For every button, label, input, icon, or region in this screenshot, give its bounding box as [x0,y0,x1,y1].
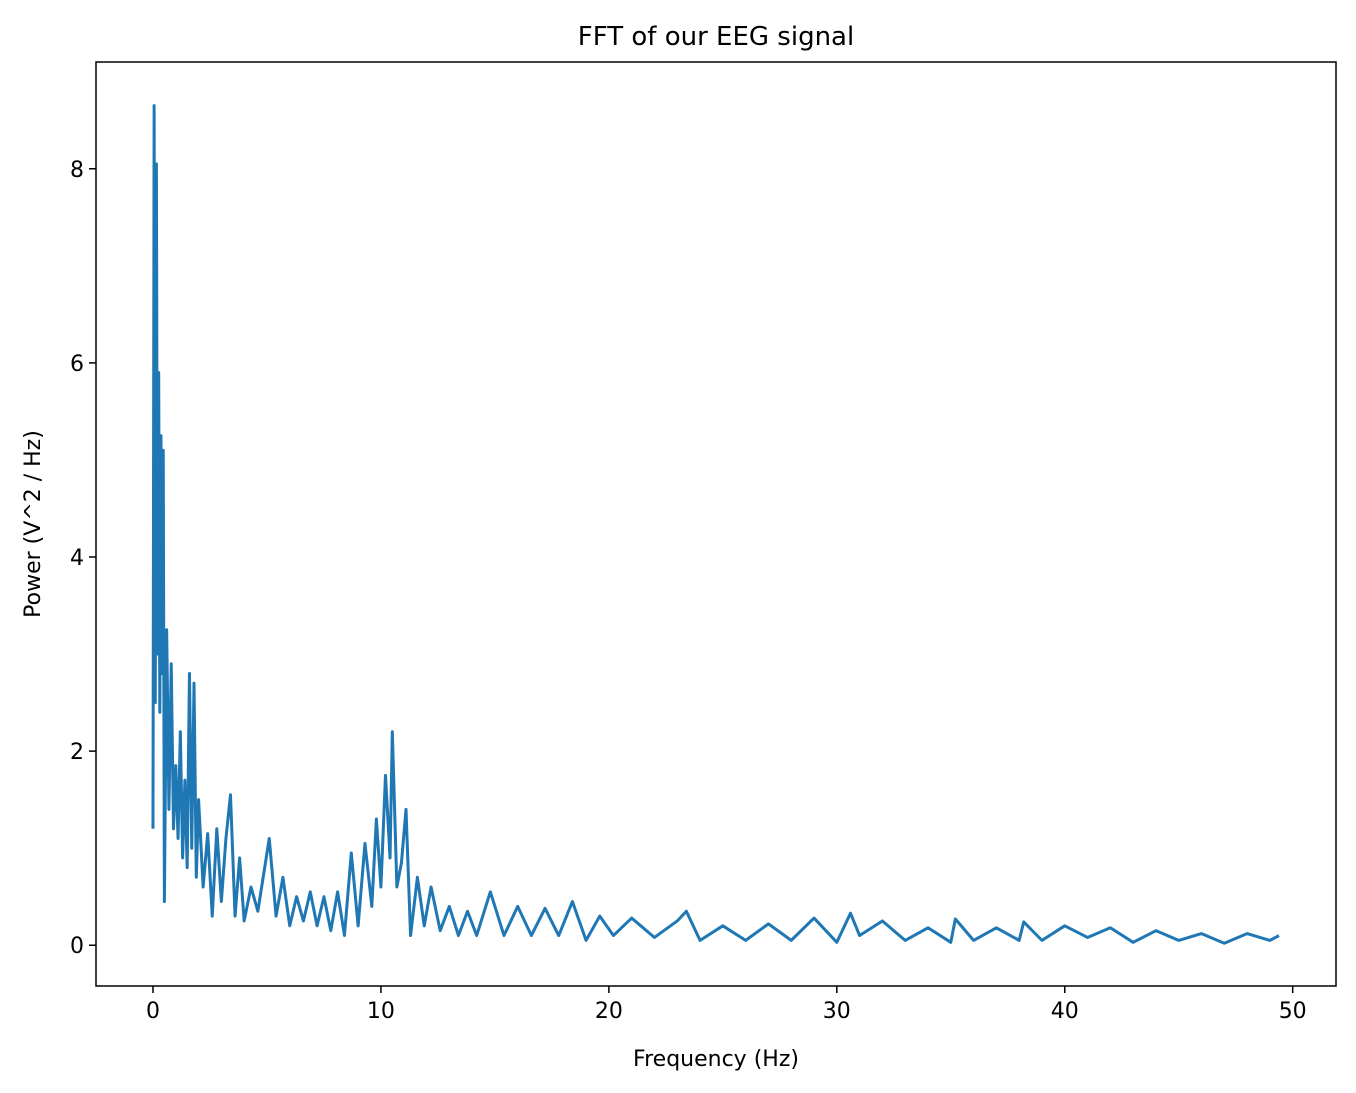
plot-frame [95,61,1337,987]
x-axis-label: Frequency (Hz) [633,1047,799,1072]
y-tick-label: 4 [70,546,84,571]
x-tick-label: 10 [367,999,395,1024]
x-tick-label: 30 [823,999,851,1024]
x-tick-label: 50 [1279,999,1307,1024]
x-tick-label: 40 [1051,999,1079,1024]
y-axis-label: Power (V^2 / Hz) [21,430,46,618]
x-tick-label: 0 [146,999,160,1024]
y-tick-label: 8 [70,158,84,183]
y-tick-label: 2 [70,740,84,765]
y-tick-label: 0 [70,934,84,959]
chart-title: FFT of our EEG signal [578,22,854,52]
y-tick-label: 6 [70,352,84,377]
x-tick-label: 20 [595,999,623,1024]
line [151,104,1280,945]
